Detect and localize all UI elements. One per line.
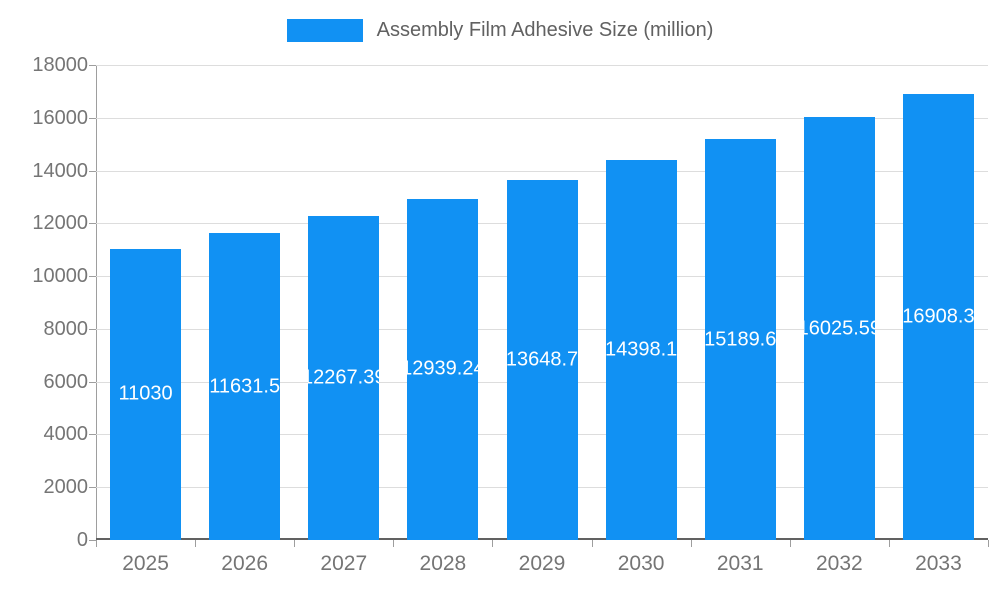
y-axis-tick-label: 16000 [32, 106, 88, 129]
x-axis-tick-label: 2025 [122, 552, 169, 575]
y-axis-tick-label: 2000 [43, 476, 89, 499]
y-tick-mark [89, 540, 96, 541]
bar-value-label: 11030 [118, 382, 173, 405]
y-tick-mark [89, 223, 96, 225]
bar-value-label: 11631.5 [209, 375, 281, 398]
x-axis-tick-label: 2033 [915, 552, 962, 575]
x-tick-mark [393, 540, 395, 547]
bar[interactable]: 16025.59 [803, 117, 875, 540]
bar-value-label: 15189.6 [704, 328, 776, 351]
x-axis-tick-label: 2032 [815, 552, 863, 575]
y-tick-mark [89, 276, 96, 278]
bar-value-label: 12939.24 [407, 357, 478, 380]
x-axis-tick-label: 2031 [716, 552, 764, 575]
bar[interactable]: 12267.39 [308, 216, 380, 540]
y-tick-mark [89, 170, 96, 172]
x-tick-mark [690, 540, 692, 547]
x-tick-mark [195, 540, 197, 547]
y-axis-tick-label: 6000 [43, 370, 89, 393]
x-axis-tick-label: 2028 [419, 552, 467, 575]
y-axis-tick-label: 12000 [32, 212, 88, 235]
y-axis-tick-label: 18000 [32, 54, 88, 76]
y-tick-mark [89, 381, 96, 383]
y-axis-tick-label: 4000 [43, 423, 89, 446]
x-axis-tick-label: 2027 [320, 552, 368, 575]
y-axis-line [96, 65, 97, 540]
bar[interactable]: 14398.1 [605, 160, 677, 540]
y-tick-mark [89, 328, 96, 330]
x-tick-mark [988, 540, 989, 547]
y-tick-mark [89, 434, 96, 436]
bar[interactable]: 11631.5 [209, 233, 281, 540]
bar[interactable]: 12939.24 [407, 198, 479, 540]
x-axis-tick-label: 2029 [518, 552, 566, 575]
legend-label: Assembly Film Adhesive Size (million) [376, 18, 714, 41]
y-axis-tick-label: 0 [76, 529, 88, 551]
bar-value-label: 16908.3 [902, 305, 974, 328]
x-axis-tick-label: 2030 [617, 552, 665, 575]
bar[interactable]: 16908.3 [902, 93, 974, 540]
x-tick-mark [888, 540, 890, 547]
x-tick-mark [492, 540, 494, 547]
x-tick-mark [789, 540, 791, 547]
y-axis-tick-label: 14000 [32, 159, 88, 182]
y-gridline [96, 65, 988, 66]
y-tick-mark [89, 117, 96, 119]
y-tick-mark [89, 65, 96, 66]
y-axis-tick-label: 10000 [32, 265, 88, 288]
bar-value-label: 13648.7 [506, 348, 578, 371]
bar-value-label: 14398.1 [605, 338, 677, 361]
x-axis-tick-label: 2026 [221, 552, 269, 575]
bar[interactable]: 13648.7 [506, 179, 578, 540]
y-axis-tick-label: 8000 [43, 317, 89, 340]
y-gridline [96, 170, 988, 172]
x-tick-mark [294, 540, 296, 547]
bar-value-label: 12267.39 [308, 366, 379, 389]
x-tick-mark [591, 540, 593, 547]
legend-swatch [286, 18, 363, 42]
bar[interactable]: 11030 [110, 248, 182, 540]
bar[interactable]: 15189.6 [704, 139, 776, 540]
bar-value-label: 16025.59 [804, 317, 875, 340]
plot-area: 11030 11631.5 12267.39 12939.24 13648.7 14398… [89, 65, 989, 547]
x-tick-mark [96, 540, 97, 547]
chart-legend[interactable]: Assembly Film Adhesive Size (million) [0, 16, 1000, 44]
y-gridline [96, 117, 988, 119]
y-tick-mark [89, 487, 96, 489]
